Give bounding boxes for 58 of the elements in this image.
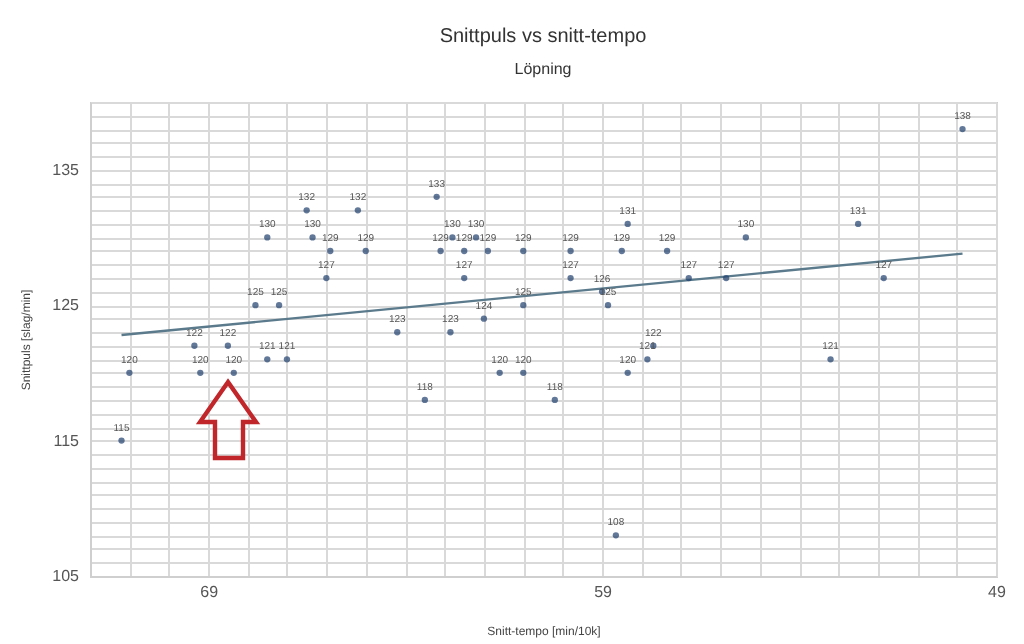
point: [327, 247, 334, 255]
point: [449, 234, 456, 241]
point: [283, 356, 291, 363]
point: [461, 247, 468, 255]
point: [118, 437, 125, 444]
point: [126, 369, 133, 377]
point: [484, 247, 492, 255]
point: [644, 356, 651, 363]
y-tick-label: 135: [52, 160, 81, 179]
point: [480, 315, 488, 322]
point: [472, 234, 480, 241]
point: [323, 274, 330, 282]
point: [461, 274, 468, 282]
point: [309, 234, 316, 241]
point: [854, 220, 862, 228]
point: [520, 301, 527, 309]
point: [362, 247, 369, 255]
point: [496, 369, 503, 377]
point: [567, 247, 574, 255]
x-tick-label: 59: [594, 583, 614, 601]
point: [520, 369, 527, 377]
point: [191, 342, 198, 349]
chart-subtitle: Löpning: [514, 60, 572, 78]
y-tick-label: 105: [52, 567, 81, 585]
point: [264, 234, 271, 241]
point: [433, 193, 440, 200]
point: [275, 301, 283, 309]
point: [618, 247, 625, 255]
point: [520, 247, 527, 255]
x-tick-label: 49: [988, 583, 1007, 601]
point: [421, 396, 428, 404]
point: [567, 274, 574, 282]
point: [685, 274, 692, 282]
point: [230, 369, 237, 377]
point: [354, 207, 362, 214]
y-tick-label: 125: [52, 296, 81, 315]
point: [624, 220, 631, 228]
point: [827, 356, 834, 363]
point: [437, 247, 444, 255]
point: [624, 369, 631, 377]
point: [264, 356, 271, 363]
point: [742, 234, 750, 241]
point: [252, 301, 259, 309]
point: [959, 125, 966, 133]
y-tick-label: 115: [53, 431, 81, 450]
point: [394, 329, 401, 336]
chart-title: Snittpuls vs snitt-tempo: [439, 26, 648, 48]
point: [224, 342, 232, 349]
point: [551, 396, 558, 404]
point: [604, 301, 612, 309]
point: [880, 274, 887, 282]
point: [197, 369, 204, 377]
point: [447, 329, 454, 336]
point: [723, 274, 730, 282]
point: [303, 207, 310, 214]
point: [612, 532, 620, 539]
x-tick-label: 69: [200, 583, 220, 601]
point: [663, 247, 671, 255]
